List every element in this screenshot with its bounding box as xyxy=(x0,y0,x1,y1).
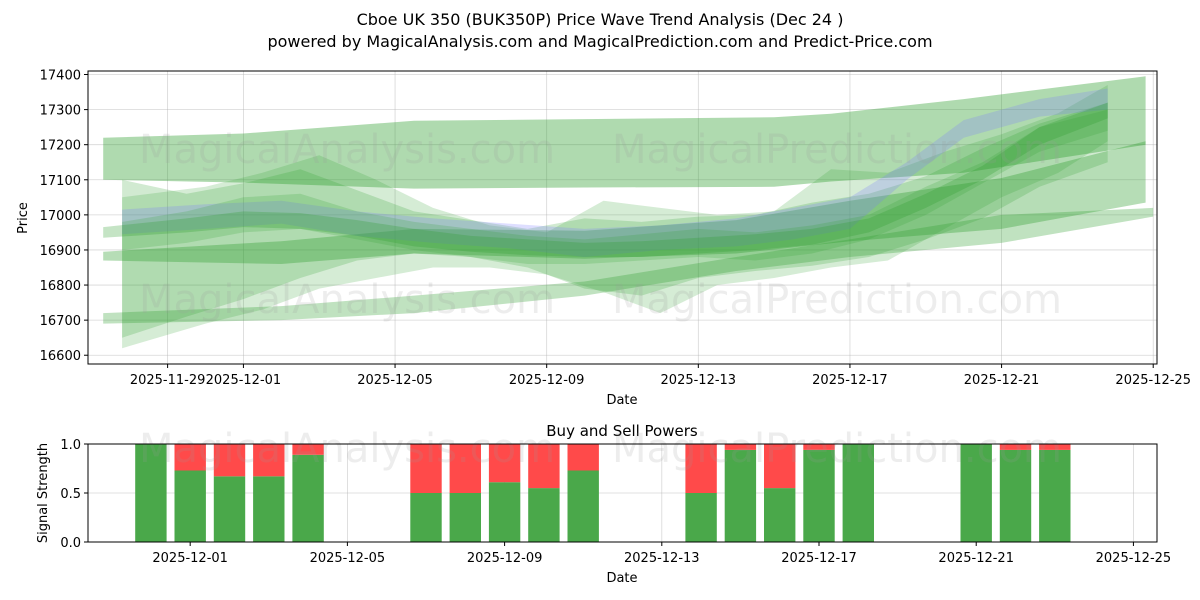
buy-bar xyxy=(528,488,560,542)
buy-bar xyxy=(567,470,599,542)
price-wave-band xyxy=(122,102,1108,338)
sell-bar xyxy=(528,444,560,489)
signal-title: Buy and Sell Powers xyxy=(546,422,698,440)
price-wave-band xyxy=(122,88,1108,257)
sell-bar xyxy=(567,444,599,471)
price-x-tick-label: 2025-12-17 xyxy=(812,373,888,388)
watermark-analysis: MagicalAnalysis.com xyxy=(139,277,555,323)
buy-bar xyxy=(724,449,757,542)
watermark-analysis: MagicalAnalysis.com xyxy=(139,127,555,173)
signal-bars xyxy=(135,444,1071,542)
watermark-prediction: MagicalPrediction.com xyxy=(612,277,1062,323)
signal-x-tick-label: 2025-12-21 xyxy=(938,551,1014,566)
buy-bar xyxy=(449,493,481,542)
buy-bar xyxy=(213,476,246,542)
sell-bar xyxy=(724,444,757,450)
price-wave-band xyxy=(103,141,1146,264)
buy-bar xyxy=(842,444,874,542)
price-wave-band xyxy=(103,207,1154,324)
buy-bar xyxy=(135,444,167,542)
chart-subtitle: powered by MagicalAnalysis.com and Magic… xyxy=(267,32,932,51)
signal-y-tick-label: 0.5 xyxy=(60,487,81,502)
price-y-tick-label: 17300 xyxy=(40,104,81,119)
buy-bar xyxy=(488,482,521,542)
sell-bar xyxy=(488,444,521,483)
signal-y-tick-label: 1.0 xyxy=(60,438,81,453)
price-y-tick-label: 16700 xyxy=(40,314,81,329)
price-y-tick-label: 16800 xyxy=(40,279,81,294)
signal-y-label: Signal Strength xyxy=(36,443,51,543)
price-ticks: 2025-11-29 2025-12-01 2025-12-05 2025-12-09… xyxy=(40,69,1191,388)
sell-bar xyxy=(803,444,835,450)
price-panel: MagicalAnalysis.com MagicalPrediction.co… xyxy=(16,69,1191,408)
price-y-tick-label: 16600 xyxy=(40,349,81,364)
price-y-tick-label: 17100 xyxy=(40,174,81,189)
price-x-tick-label: 2025-12-13 xyxy=(661,373,737,388)
sell-bar xyxy=(449,444,481,493)
sell-bar xyxy=(253,444,285,477)
signal-x-tick-label: 2025-12-25 xyxy=(1096,551,1172,566)
watermark-prediction: MagicalPrediction.com xyxy=(612,127,1062,173)
price-x-label: Date xyxy=(606,393,637,408)
price-x-tick-label: 2025-11-29 xyxy=(130,373,206,388)
sell-bar xyxy=(174,444,206,471)
price-wave-band xyxy=(122,85,1108,349)
watermark-analysis: MagicalAnalysis.com xyxy=(139,426,555,472)
price-y-tick-label: 16900 xyxy=(40,244,81,259)
price-grid xyxy=(88,71,1157,364)
sell-bar xyxy=(764,444,796,489)
signal-panel: Buy and Sell Powers MagicalAnalysis.com … xyxy=(36,422,1171,586)
buy-bar xyxy=(685,493,717,542)
price-x-tick-label: 2025-12-25 xyxy=(1115,373,1191,388)
buy-bar xyxy=(253,476,285,542)
signal-x-tick-label: 2025-12-09 xyxy=(467,551,543,566)
buy-bar xyxy=(292,454,324,542)
sell-bar xyxy=(685,444,717,493)
price-x-tick-label: 2025-12-21 xyxy=(964,373,1040,388)
signal-x-tick-label: 2025-12-01 xyxy=(152,551,228,566)
watermark-prediction: MagicalPrediction.com xyxy=(612,426,1062,472)
price-axes-frame xyxy=(87,70,1158,365)
sell-bar xyxy=(999,444,1032,450)
price-wave-band xyxy=(103,76,1146,189)
buy-bar xyxy=(174,470,206,542)
price-x-tick-label: 2025-12-01 xyxy=(206,373,282,388)
price-x-tick-label: 2025-12-05 xyxy=(357,373,433,388)
buy-bar xyxy=(960,444,992,542)
price-wave-band xyxy=(122,109,1108,264)
sell-bar xyxy=(1039,444,1071,450)
buy-bar xyxy=(999,449,1032,542)
buy-bar xyxy=(1039,449,1071,542)
price-y-label: Price xyxy=(16,202,31,234)
buy-bar xyxy=(803,449,835,542)
signal-x-tick-label: 2025-12-05 xyxy=(310,551,386,566)
sell-bar xyxy=(213,444,246,477)
price-x-tick-label: 2025-12-09 xyxy=(509,373,585,388)
signal-ticks: 2025-12-01 2025-12-05 2025-12-09 2025-12-13… xyxy=(60,438,1171,566)
sell-bar xyxy=(410,444,442,493)
price-y-tick-label: 17000 xyxy=(40,209,81,224)
sell-bar xyxy=(292,444,324,455)
price-y-tick-label: 17200 xyxy=(40,139,81,154)
signal-y-tick-label: 0.0 xyxy=(60,536,81,551)
price-y-tick-label: 17400 xyxy=(40,69,81,84)
signal-x-tick-label: 2025-12-17 xyxy=(781,551,857,566)
chart-title: Cboe UK 350 (BUK350P) Price Wave Trend A… xyxy=(357,10,844,29)
signal-x-label: Date xyxy=(606,571,637,586)
price-bands xyxy=(103,76,1154,349)
buy-bar xyxy=(410,493,442,542)
buy-bar xyxy=(764,488,796,542)
signal-x-tick-label: 2025-12-13 xyxy=(624,551,700,566)
